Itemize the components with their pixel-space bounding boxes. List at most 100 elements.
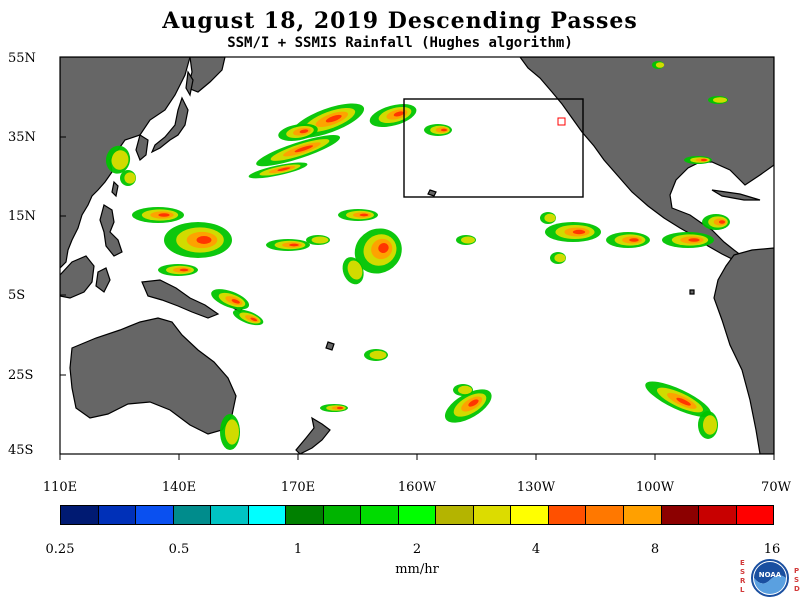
- rain-patch: [232, 309, 264, 326]
- land-asia: [60, 57, 191, 269]
- axis-ticks: [59, 56, 775, 460]
- land-fiji: [325, 341, 335, 351]
- rain-patch: [278, 123, 318, 141]
- lat-label-25s: 25S: [8, 368, 34, 383]
- rain-patch: [424, 124, 452, 136]
- rain-patch: [306, 235, 330, 245]
- land-japan: [150, 96, 189, 154]
- colorbar: [60, 505, 774, 525]
- land-south-america: [713, 247, 774, 454]
- colorbar-segment: [323, 506, 362, 524]
- rain-patch: [702, 214, 730, 230]
- colorbar-segment: [736, 506, 774, 524]
- lat-label-55n: 55N: [8, 51, 36, 66]
- rain-patch: [453, 384, 473, 396]
- rain-patch: [364, 349, 388, 361]
- colorbar-segment: [436, 506, 474, 524]
- lon-label-160w: 160W: [397, 480, 437, 495]
- map-title: August 18, 2019 Descending Passes: [162, 8, 638, 34]
- colorbar-segment: [548, 506, 587, 524]
- lon-label-140e: 140E: [161, 480, 197, 495]
- rain-patch: [652, 61, 665, 69]
- colorbar-segment: [286, 506, 324, 524]
- colorbar-segment: [211, 506, 249, 524]
- colorbar-segment: [511, 506, 549, 524]
- logo-text: NOAA: [759, 571, 782, 579]
- land-taiwan: [111, 180, 119, 198]
- land-borneo: [60, 255, 95, 299]
- rain-patch: [266, 239, 310, 251]
- rain-patch: [456, 235, 476, 245]
- rain-patch: [248, 162, 308, 179]
- lon-label-130w: 130W: [516, 480, 556, 495]
- colorbar-segment: [98, 506, 137, 524]
- land-new-zealand: [295, 416, 331, 454]
- rain-patch: [164, 222, 232, 258]
- rain-patch: [342, 257, 364, 285]
- colorbar-segment: [61, 506, 99, 524]
- colorbar-segment: [699, 506, 737, 524]
- colorbar-segment: [398, 506, 437, 524]
- colorbar-label-16: 16: [763, 542, 781, 557]
- colorbar-segment: [586, 506, 624, 524]
- land-kamchatka: [187, 57, 226, 93]
- rain-patch: [320, 404, 348, 412]
- colorbar-segment: [661, 506, 700, 524]
- map-subtitle: SSM/I + SSMIS Rainfall (Hughes algorithm…: [227, 35, 573, 51]
- lon-label-170e: 170E: [280, 480, 316, 495]
- lon-label-70w: 70W: [761, 480, 791, 495]
- land-hawaii: [427, 189, 437, 197]
- rain-patch: [211, 289, 250, 310]
- rainfall-patches: [105, 61, 730, 450]
- rain-patch: [606, 232, 650, 248]
- lat-label-5s: 5S: [8, 288, 26, 303]
- lat-label-35n: 35N: [8, 130, 36, 145]
- lon-label-110e: 110E: [42, 480, 78, 495]
- colorbar-segment: [361, 506, 399, 524]
- colorbar-label-4: 4: [531, 542, 541, 557]
- colorbar-label-2: 2: [412, 542, 422, 557]
- rain-patch: [698, 411, 718, 439]
- region-box: [403, 98, 584, 198]
- colorbar-label-0-5: 0.5: [168, 542, 190, 557]
- rain-patch: [105, 145, 131, 174]
- rain-patch: [444, 389, 492, 423]
- rain-patch: [645, 381, 712, 417]
- rain-patch: [338, 209, 378, 221]
- colorbar-units: mm/hr: [395, 562, 439, 577]
- noaa-emblem-icon: NOAA: [751, 559, 789, 597]
- rain-patch: [550, 252, 566, 264]
- land-cuba: [711, 189, 761, 201]
- rain-patch: [256, 135, 341, 167]
- rain-patch: [132, 207, 184, 223]
- rain-patch: [708, 96, 728, 104]
- rain-patch: [684, 156, 712, 164]
- colorbar-label-0-25: 0.25: [45, 542, 75, 557]
- lat-label-15n: 15N: [8, 209, 36, 224]
- location-marker: [557, 117, 566, 126]
- lon-label-100w: 100W: [635, 480, 675, 495]
- rain-patch: [158, 264, 198, 276]
- rain-patch: [354, 228, 402, 274]
- colorbar-segment: [248, 506, 287, 524]
- colorbar-label-1: 1: [293, 542, 303, 557]
- colorbar-segment: [473, 506, 512, 524]
- colorbar-label-8: 8: [650, 542, 660, 557]
- land-sulawesi: [95, 267, 111, 293]
- colorbar-segment: [173, 506, 212, 524]
- rain-patch: [540, 212, 556, 224]
- colorbar-segment: [623, 506, 662, 524]
- land-new-guinea: [141, 279, 220, 319]
- land-philippines: [99, 204, 123, 257]
- rain-patch: [545, 222, 601, 242]
- land-korea: [135, 134, 149, 161]
- rain-patch: [369, 104, 417, 128]
- land-sakhalin: [185, 70, 194, 97]
- land-galapagos: [689, 289, 695, 295]
- lat-label-45s: 45S: [8, 443, 34, 458]
- rain-patch: [120, 170, 136, 186]
